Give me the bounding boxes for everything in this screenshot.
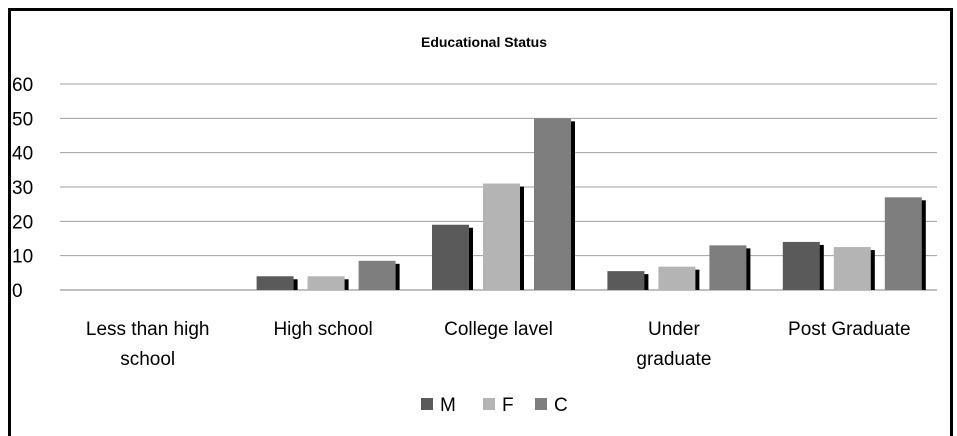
category-label: graduate (636, 349, 711, 370)
legend-label-m: M (440, 395, 456, 416)
bar-c (884, 197, 922, 290)
bar-c (709, 245, 747, 290)
category-label: school (120, 349, 175, 370)
bar-shadow (394, 263, 400, 290)
y-tick-label: 0 (12, 281, 23, 302)
y-tick-label: 20 (12, 212, 33, 233)
bar-f (307, 276, 345, 290)
bar-shadow (468, 227, 473, 290)
bar-c (358, 260, 396, 290)
y-tick-label: 40 (12, 144, 33, 165)
legend-label-f: F (502, 395, 514, 416)
bar-f (658, 266, 696, 290)
category-label: Post Graduate (788, 319, 911, 340)
bar-f (833, 247, 871, 290)
bar-shadow (869, 250, 875, 290)
legend-swatch-m (421, 398, 433, 410)
legend-swatch-f (483, 398, 495, 410)
bar-shadow (519, 186, 524, 290)
legend-swatch-c (535, 398, 547, 410)
bar-shadow (694, 269, 700, 290)
bar-shadow (570, 121, 575, 290)
legend-label-c: C (554, 395, 568, 416)
bar-m (432, 224, 469, 290)
bar-shadow (920, 200, 926, 290)
bars (256, 118, 926, 290)
y-axis: 0 10 20 30 40 50 60 (12, 75, 33, 302)
bar-f (483, 183, 520, 290)
y-tick-label: 60 (12, 75, 33, 96)
bar-shadow (343, 279, 349, 290)
category-label: High school (273, 319, 372, 340)
bar-m (607, 271, 645, 290)
y-tick-label: 30 (12, 178, 33, 199)
category-label: Less than high (86, 319, 210, 340)
bar-m (782, 241, 820, 290)
x-axis: Less than high school High school College l… (86, 319, 911, 370)
category-label: Under (648, 319, 700, 340)
bar-shadow (818, 244, 824, 290)
y-tick-label: 10 (12, 247, 33, 268)
bar-c (534, 118, 571, 290)
bar-shadow (292, 279, 298, 290)
category-label: College lavel (444, 319, 553, 340)
bar-shadow (643, 274, 649, 290)
chart-title: Educational Status (421, 34, 547, 50)
chart-frame (8, 8, 953, 436)
bar-m (256, 276, 294, 290)
bar-shadow (745, 248, 751, 290)
y-tick-label: 50 (12, 109, 33, 130)
